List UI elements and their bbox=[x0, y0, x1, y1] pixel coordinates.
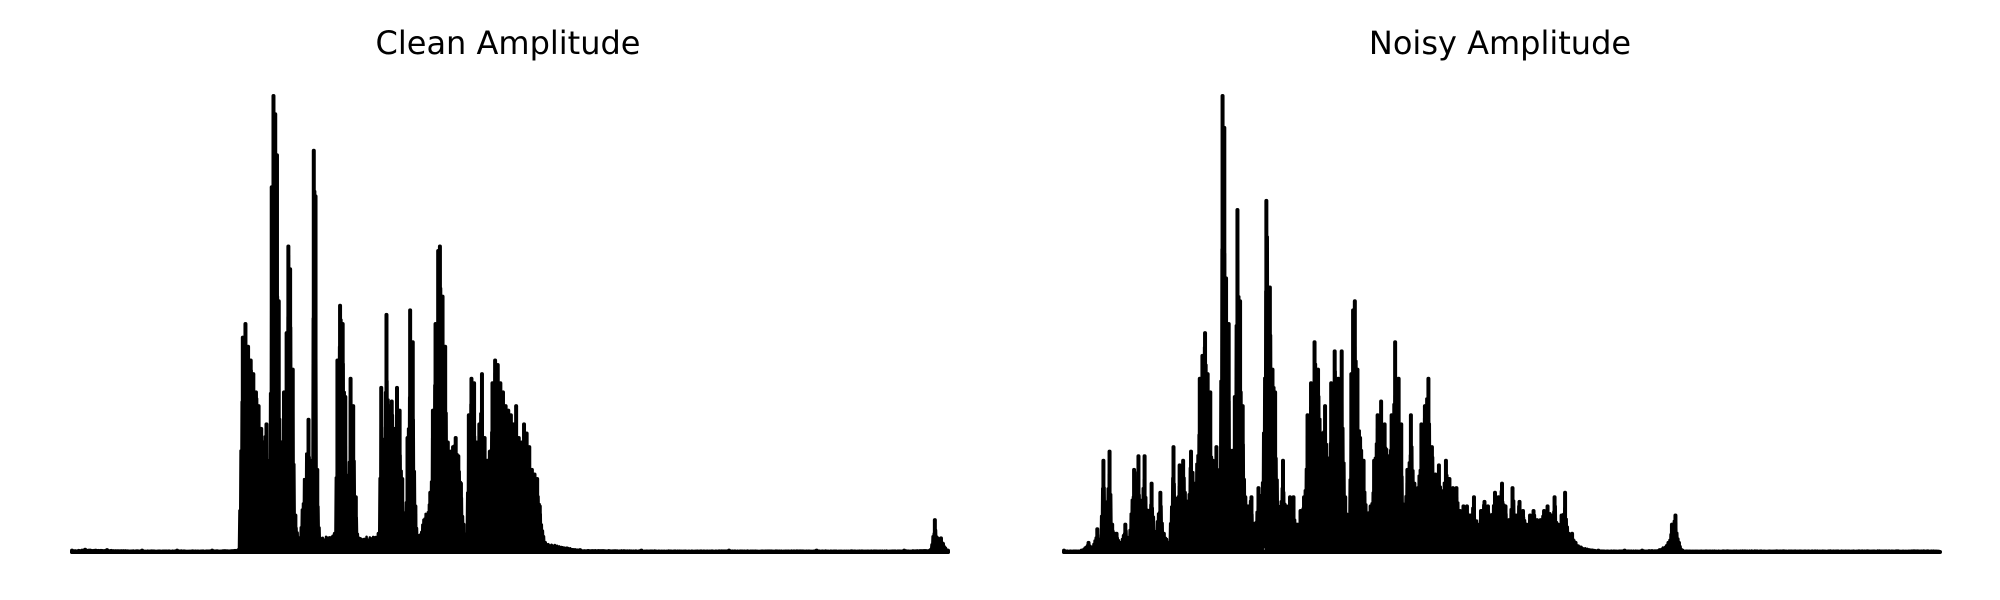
clean-amplitude-panel: Clean Amplitude bbox=[70, 24, 950, 554]
noisy-amplitude-plot bbox=[1062, 94, 1942, 554]
chart-title: Clean Amplitude bbox=[375, 24, 641, 62]
noisy-amplitude-panel: Noisy Amplitude bbox=[1000, 0, 2000, 600]
clean-amplitude-plot bbox=[70, 94, 950, 554]
chart-title: Noisy Amplitude bbox=[1368, 24, 1632, 62]
